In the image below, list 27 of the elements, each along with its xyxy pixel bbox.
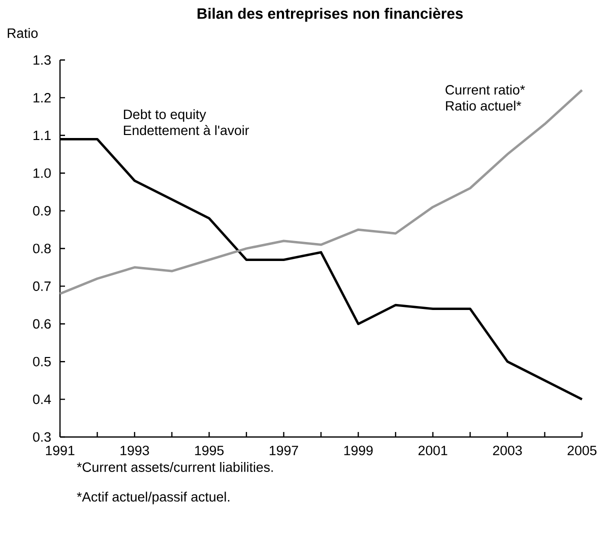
y-tick-label: 0.4: [33, 394, 51, 404]
text: Debt to equity: [124, 109, 206, 122]
annotation: Ratio actuel*: [446, 100, 522, 111]
x-tick-label: 1997: [270, 446, 298, 456]
y-tick-label: 0.8: [33, 244, 51, 254]
y-tick-label: 1.0: [34, 168, 51, 178]
text: *Current assets/current liabilities.: [76, 462, 273, 472]
x-tick-label: 1993: [120, 446, 149, 456]
y-tick-label: 0.3: [33, 432, 51, 442]
text: Current ratio*: [446, 84, 525, 95]
annotation: Endettement à l'avoir: [124, 125, 249, 136]
y-tick-label: 0.7: [33, 281, 51, 291]
y-tick-label: 0.5: [33, 356, 51, 366]
x-tick-label: 2003: [493, 446, 522, 456]
x-tick-label: 2001: [418, 446, 448, 456]
y-axis-title: Ratio: [8, 28, 38, 38]
x-tick-label: 1999: [344, 446, 373, 456]
x-tick-label: 1991: [46, 446, 74, 456]
y-tick-label: 1.3: [34, 55, 51, 65]
y-tick-label: 0.6: [33, 319, 51, 329]
text: *Actif actuel/passif actuel.: [76, 492, 230, 504]
y-tick-label: 1.2: [34, 92, 51, 102]
chart-title: Bilan des entreprises non financières: [198, 8, 463, 22]
y-tick-label: 0.9: [33, 206, 51, 216]
x-tick-label: 1995: [195, 446, 224, 456]
y-tick-label: 1.1: [34, 130, 51, 140]
x-tick-label: 2005: [568, 446, 596, 456]
